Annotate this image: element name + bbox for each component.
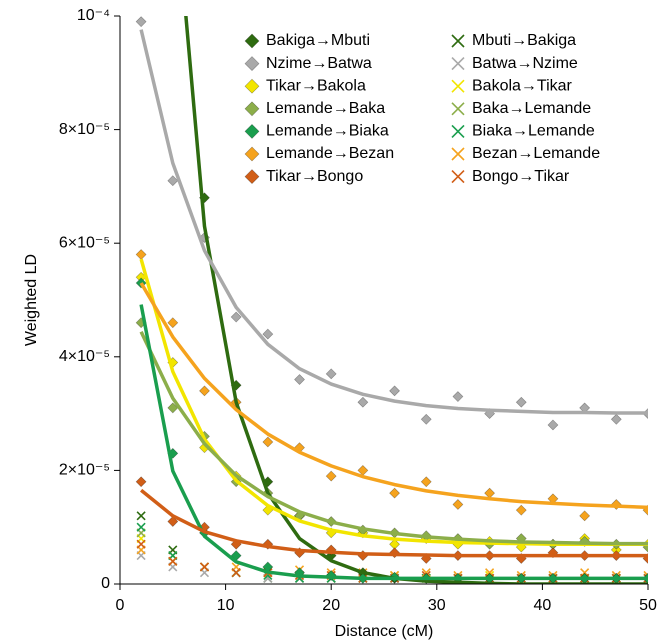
legend-marker (451, 57, 465, 71)
y-tick-label: 10⁻⁴ (77, 7, 110, 24)
data-point (230, 311, 242, 323)
plot-area (135, 16, 648, 584)
legend-marker (244, 33, 260, 49)
data-point (168, 556, 178, 566)
x-tick-label: 10 (217, 597, 235, 614)
data-point (294, 374, 305, 385)
data-point (389, 487, 400, 499)
legend-marker (451, 147, 465, 161)
x-tick-label: 40 (534, 597, 552, 614)
legend-label: Tikar→Bongo (266, 168, 363, 185)
data-point (515, 504, 527, 516)
data-point (610, 413, 622, 425)
legend-label: Lemande→Biaka (266, 123, 389, 140)
legend-label: Nzime→Batwa (266, 55, 372, 72)
legend-label: Lemande→Baka (266, 100, 385, 117)
data-point (325, 368, 337, 380)
legend-label: Mbuti→Bakiga (472, 32, 576, 49)
legend-label: Bakola→Tikar (472, 77, 573, 94)
legend-label: Tikar→Bakola (266, 77, 366, 94)
y-tick-label: 6×10⁻⁵ (59, 234, 110, 251)
fit-line (139, 304, 648, 581)
x-tick-label: 30 (428, 597, 446, 614)
data-point (420, 413, 432, 425)
data-point (325, 470, 337, 482)
legend-marker (244, 123, 260, 139)
data-point (136, 522, 146, 532)
data-point (262, 436, 274, 448)
legend-marker (451, 170, 465, 184)
data-point (199, 562, 210, 572)
data-point (357, 396, 369, 408)
data-point (136, 511, 146, 521)
legend-marker (244, 169, 260, 185)
data-point (199, 385, 210, 397)
y-tick-label: 0 (101, 575, 110, 592)
legend-marker (451, 79, 465, 93)
y-tick-label: 4×10⁻⁵ (59, 348, 110, 365)
x-tick-label: 50 (639, 597, 657, 614)
data-point (421, 568, 431, 578)
legend-marker (451, 34, 465, 48)
legend-marker (244, 101, 260, 117)
data-point (135, 16, 147, 28)
data-point (231, 568, 241, 578)
legend-label: Bezan→Lemande (472, 145, 600, 162)
legend-marker (244, 78, 260, 94)
fit-line (139, 331, 648, 546)
legend-label: Batwa→Nzime (472, 55, 578, 72)
data-point (262, 328, 274, 340)
legend-marker (451, 102, 465, 116)
legend-marker (244, 146, 260, 162)
fit-line (139, 282, 648, 510)
legend-label: Bongo→Tikar (472, 168, 570, 185)
data-point (547, 419, 559, 431)
data-point (389, 385, 400, 397)
y-tick-label: 2×10⁻⁵ (59, 462, 110, 479)
data-point (135, 476, 147, 488)
data-point (484, 487, 496, 499)
data-point (167, 317, 179, 329)
y-axis-label: Weighted LD (23, 254, 40, 346)
x-tick-label: 20 (322, 597, 340, 614)
data-point (167, 175, 179, 187)
legend-label: Bakiga→Mbuti (266, 32, 370, 49)
legend-marker (244, 56, 260, 72)
data-point (579, 510, 591, 522)
data-point (136, 539, 146, 549)
legend-marker (451, 124, 465, 138)
data-point (420, 476, 432, 488)
legend-label: Baka→Lemande (472, 100, 591, 117)
x-axis-label: Distance (cM) (335, 623, 434, 640)
data-point (167, 402, 179, 414)
legend-label: Lemande→Bezan (266, 145, 394, 162)
data-point (452, 391, 464, 402)
data-point (135, 249, 147, 260)
y-tick-label: 8×10⁻⁵ (59, 121, 110, 138)
legend: Bakiga→Mbuti Nzime→Batwa Tikar→Bakola Leman… (244, 32, 600, 185)
data-point (643, 573, 648, 583)
data-point (452, 499, 464, 510)
x-tick-label: 0 (116, 597, 125, 614)
legend-label: Biaka→Lemande (472, 123, 595, 140)
fit-line (140, 488, 648, 558)
fit-line (139, 29, 648, 415)
data-point (515, 396, 527, 408)
